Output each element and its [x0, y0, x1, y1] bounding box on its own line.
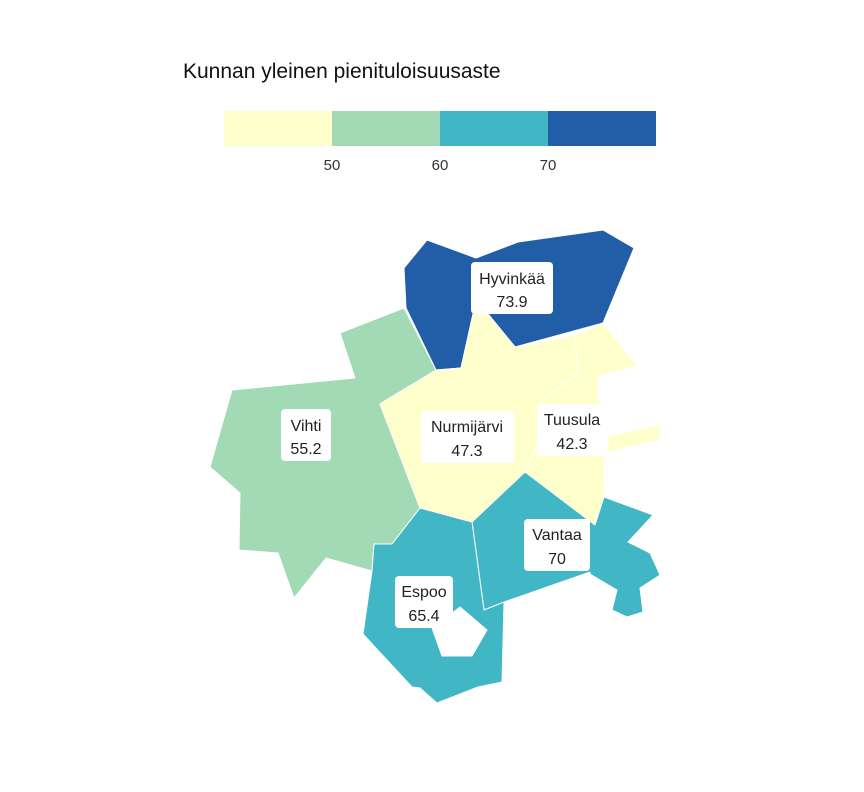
legend-swatch-3	[440, 111, 548, 146]
label-nurmijarvi-name: Nurmijärvi	[431, 419, 503, 436]
legend-swatch-2	[332, 111, 440, 146]
label-tuusula-name: Tuusula	[544, 412, 600, 429]
label-vantaa-name: Vantaa	[532, 527, 582, 544]
label-espoo-value: 65.4	[408, 608, 439, 625]
legend-tick-70: 70	[540, 157, 557, 174]
legend-color-bar	[224, 111, 656, 146]
label-vantaa: Vantaa 70	[524, 519, 590, 571]
legend-swatch-4	[548, 111, 656, 146]
label-hyvinkaa-value: 73.9	[496, 294, 527, 311]
label-vihti-name: Vihti	[291, 418, 322, 435]
label-tuusula: Tuusula 42.3	[537, 404, 608, 456]
legend-swatch-1	[224, 111, 332, 146]
label-espoo: Espoo 65.4	[395, 576, 453, 628]
region-tuusula-exclave	[607, 424, 661, 453]
label-espoo-name: Espoo	[401, 584, 446, 601]
legend-title: Kunnan yleinen pienituloisuusaste	[183, 60, 501, 83]
label-vantaa-value: 70	[548, 551, 566, 568]
label-vihti: Vihti 55.2	[281, 409, 331, 461]
label-tuusula-value: 42.3	[556, 436, 587, 453]
label-vihti-value: 55.2	[290, 441, 321, 458]
legend-tick-50: 50	[324, 157, 341, 174]
label-hyvinkaa: Hyvinkää 73.9	[471, 262, 553, 314]
label-hyvinkaa-name: Hyvinkää	[479, 271, 545, 288]
label-nurmijarvi: Nurmijärvi 47.3	[421, 411, 514, 463]
label-nurmijarvi-value: 47.3	[451, 443, 482, 460]
legend-tick-60: 60	[432, 157, 449, 174]
